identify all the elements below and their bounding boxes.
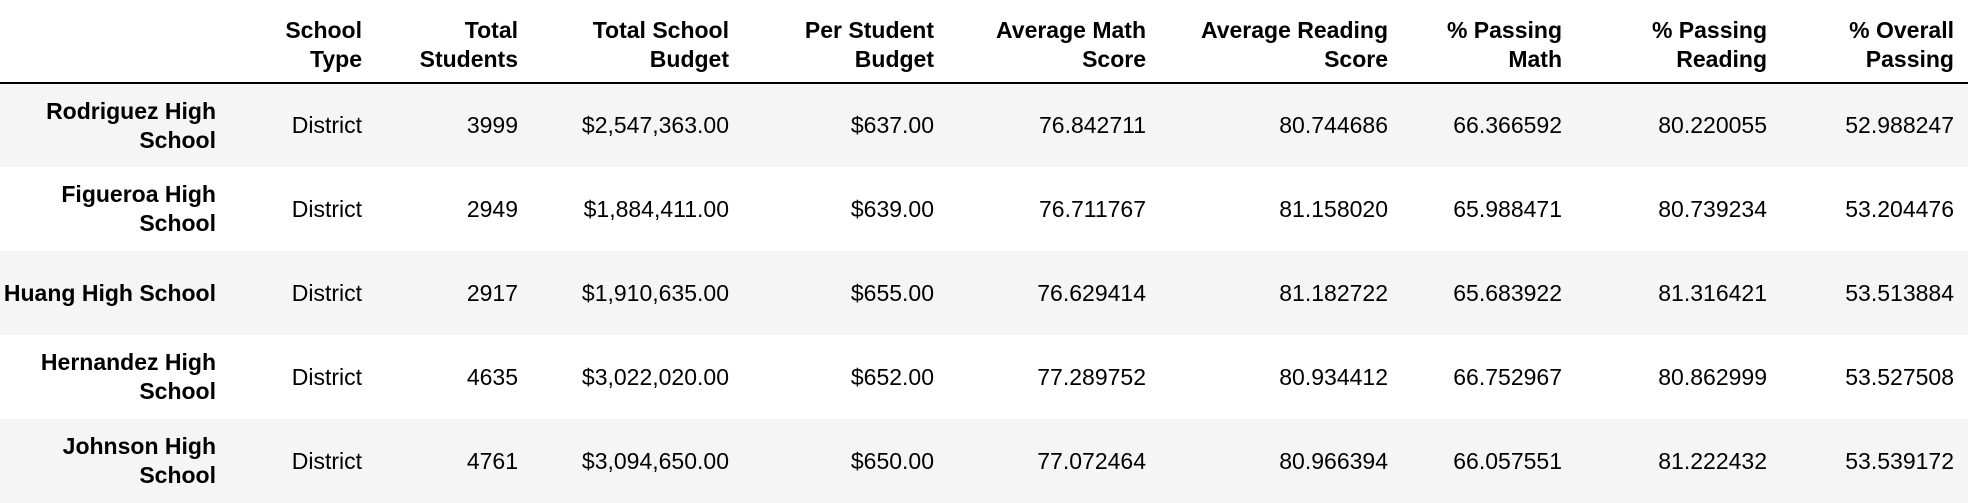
cell-overall-passing: 52.988247 — [1845, 112, 1954, 138]
cell-average-reading-score: 80.934412 — [1279, 363, 1388, 390]
cell-passing-reading: 80.220055 — [1658, 112, 1767, 138]
cell-per-student-budget: $652.00 — [850, 363, 934, 390]
cell-average-reading-score: 80.744686 — [1279, 112, 1388, 138]
cell-passing-reading: 80.862999 — [1658, 363, 1767, 390]
cell-school-type: District — [291, 447, 362, 474]
cell-overall-passing: 53.539172 — [1845, 447, 1954, 474]
cell-total-school-budget: $1,910,635.00 — [581, 279, 729, 306]
cell-average-math-score: 76.842711 — [1038, 112, 1146, 138]
table-row: Huang High School District 2917 $1,910,6… — [0, 251, 1968, 335]
cell-passing-reading: 80.739234 — [1658, 195, 1767, 222]
cell-per-student-budget: $639.00 — [850, 195, 934, 222]
cell-passing-math: 66.752967 — [1453, 363, 1562, 390]
cell-total-students: 2917 — [466, 279, 518, 306]
cell-school-type: District — [291, 195, 362, 222]
column-header-average-reading-score: Average Reading Score — [1200, 17, 1388, 72]
row-label-school: Johnson High School — [62, 433, 216, 488]
row-label-school: Huang High School — [3, 279, 216, 306]
column-header-average-math-score: Average Math Score — [996, 17, 1146, 72]
cell-total-school-budget: $3,022,020.00 — [581, 363, 729, 390]
cell-per-student-budget: $637.00 — [850, 112, 934, 138]
cell-total-students: 2949 — [466, 195, 518, 222]
column-header-total-students: Total Students — [419, 17, 518, 72]
cell-total-school-budget: $1,884,411.00 — [583, 195, 729, 222]
school-summary-table: School Type Total Students Total School … — [0, 4, 1968, 503]
cell-average-reading-score: 80.966394 — [1279, 447, 1388, 474]
cell-per-student-budget: $655.00 — [850, 279, 934, 306]
cell-total-students: 4761 — [466, 447, 518, 474]
cell-average-math-score: 76.629414 — [1037, 279, 1146, 306]
column-header-overall-passing: % Overall Passing — [1849, 17, 1954, 72]
cell-school-type: District — [291, 279, 362, 306]
header-row: School Type Total Students Total School … — [0, 4, 1968, 83]
table-row: Rodriguez High School District 3999 $2,5… — [0, 83, 1968, 167]
cell-total-school-budget: $3,094,650.00 — [581, 447, 729, 474]
cell-per-student-budget: $650.00 — [850, 447, 934, 474]
cell-passing-reading: 81.316421 — [1658, 279, 1767, 306]
column-header-total-school-budget: Total School Budget — [592, 17, 729, 72]
cell-total-school-budget: $2,547,363.00 — [581, 112, 729, 138]
cell-total-students: 3999 — [466, 112, 518, 138]
row-label-school: Rodriguez High School — [46, 97, 216, 153]
cell-average-math-score: 77.289752 — [1037, 363, 1146, 390]
column-header-passing-math: % Passing Math — [1446, 17, 1562, 72]
cell-school-type: District — [291, 112, 362, 138]
cell-average-math-score: 76.711767 — [1038, 195, 1146, 222]
cell-average-math-score: 77.072464 — [1037, 447, 1146, 474]
table-row: Hernandez High School District 4635 $3,0… — [0, 335, 1968, 419]
cell-total-students: 4635 — [466, 363, 518, 390]
cell-overall-passing: 53.527508 — [1845, 363, 1954, 390]
index-header — [0, 4, 242, 83]
table-body: Rodriguez High School District 3999 $2,5… — [0, 83, 1968, 503]
cell-average-reading-score: 81.158020 — [1279, 195, 1388, 222]
cell-passing-math: 66.057551 — [1453, 447, 1562, 474]
column-header-passing-reading: % Passing Reading — [1651, 17, 1767, 72]
cell-overall-passing: 53.204476 — [1845, 195, 1954, 222]
row-label-school: Hernandez High School — [40, 349, 216, 404]
cell-overall-passing: 53.513884 — [1845, 279, 1954, 306]
table-row: Figueroa High School District 2949 $1,88… — [0, 167, 1968, 251]
cell-passing-math: 65.683922 — [1453, 279, 1562, 306]
cell-school-type: District — [291, 363, 362, 390]
table-header: School Type Total Students Total School … — [0, 4, 1968, 83]
table-row: Johnson High School District 4761 $3,094… — [0, 419, 1968, 503]
column-header-per-student-budget: Per Student Budget — [804, 17, 934, 72]
cell-passing-math: 65.988471 — [1453, 195, 1562, 222]
cell-passing-reading: 81.222432 — [1658, 447, 1767, 474]
row-label-school: Figueroa High School — [61, 181, 216, 236]
cell-average-reading-score: 81.182722 — [1279, 279, 1388, 306]
cell-passing-math: 66.366592 — [1453, 112, 1562, 138]
column-header-school-type: School Type — [285, 17, 362, 72]
